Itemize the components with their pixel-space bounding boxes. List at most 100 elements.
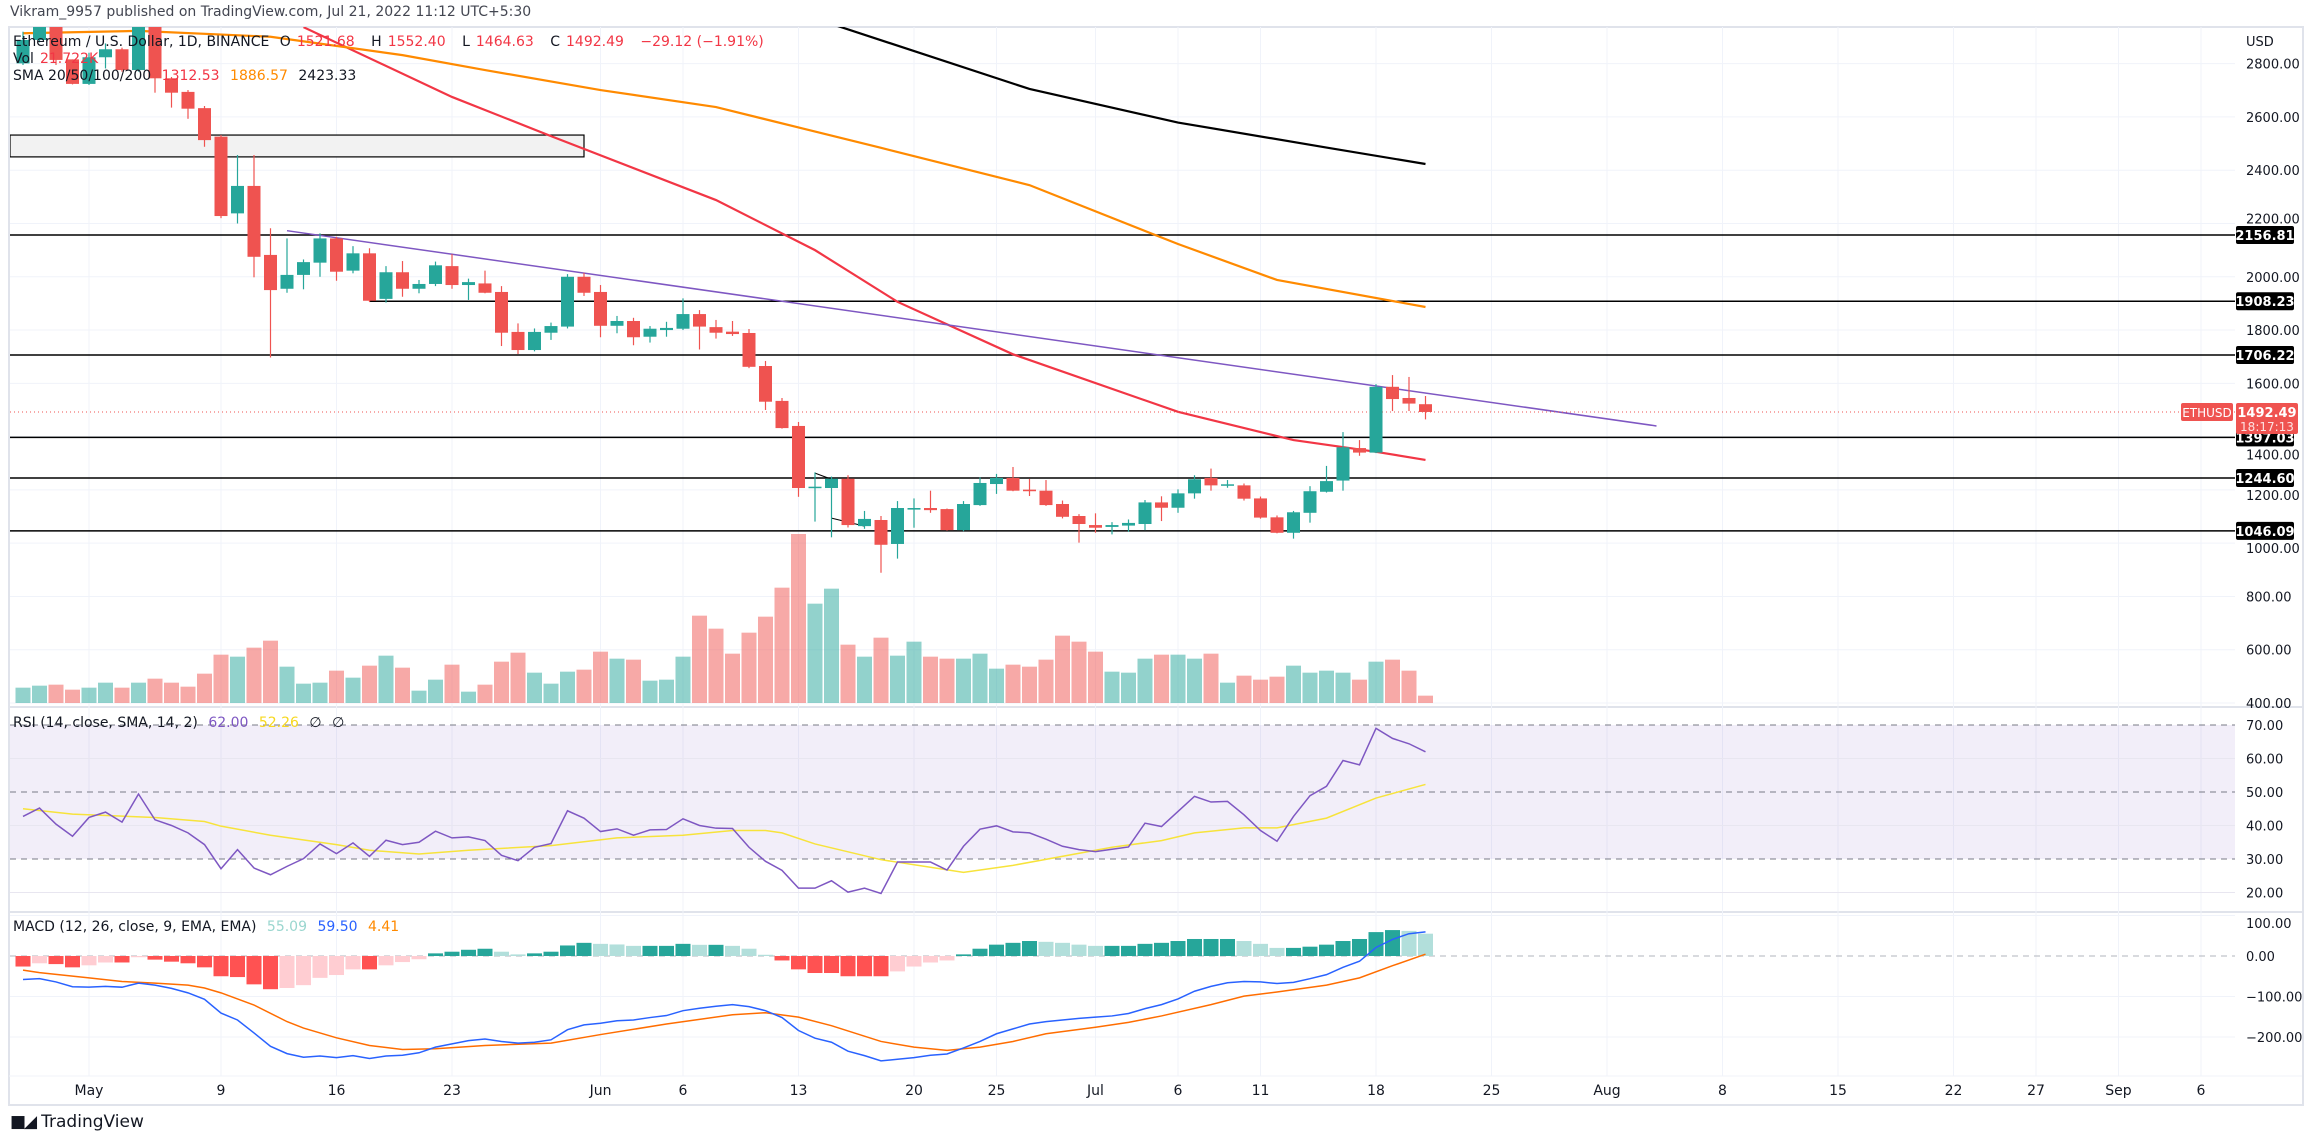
macd-histogram-bar: [98, 956, 113, 963]
volume-bar: [312, 682, 328, 703]
volume-bar: [857, 656, 872, 703]
volume-bar: [1137, 658, 1153, 703]
volume-bar: [626, 659, 641, 703]
candle-body: [891, 508, 904, 544]
macd-histogram-bar: [477, 948, 493, 956]
candle: [627, 317, 640, 346]
tradingview-footer[interactable]: ■◢ TradingView: [10, 1112, 144, 1132]
rsi-label[interactable]: RSI (14, close, SMA, 14, 2): [13, 715, 198, 731]
volume-bar: [428, 679, 443, 703]
candle-body: [627, 320, 640, 338]
macd-histogram-bar: [1335, 941, 1351, 956]
price-axis-label: 1400.00: [2246, 449, 2300, 464]
candle: [577, 272, 591, 296]
candle-body: [346, 253, 360, 271]
candle-body: [313, 238, 327, 263]
price-axis-label: 2600.00: [2246, 111, 2300, 126]
volume-bar: [1220, 682, 1235, 703]
supply-zone[interactable]: [10, 134, 585, 158]
time-axis-label: 13: [790, 1083, 808, 1099]
close-key: C: [550, 34, 561, 50]
candle-body: [1006, 477, 1020, 491]
volume-bar: [197, 673, 212, 703]
candle: [990, 473, 1003, 494]
candle: [660, 321, 673, 337]
descending-trendline[interactable]: [286, 229, 1657, 427]
volume-bar: [1071, 641, 1087, 703]
macd-histogram-bar: [230, 956, 245, 978]
macd-label[interactable]: MACD (12, 26, close, 9, EMA, EMA): [13, 919, 257, 935]
candle-body: [231, 185, 244, 214]
volume-bar: [296, 683, 311, 703]
candle-body: [742, 332, 756, 367]
candle: [1089, 513, 1102, 533]
macd-histogram-bar: [906, 956, 922, 967]
macd-histogram-bar: [428, 953, 443, 956]
candle: [1386, 375, 1399, 412]
candle-body: [1419, 404, 1432, 412]
candle-body: [1221, 484, 1234, 486]
volume-bar: [362, 665, 377, 703]
time-axis-label: 25: [1483, 1083, 1501, 1099]
volume-bar: [1368, 661, 1384, 703]
candle: [792, 421, 805, 497]
volume-bar: [48, 684, 64, 703]
price-axis-label: 1000.00: [2246, 542, 2300, 557]
sma-label[interactable]: SMA 20/50/100/200: [13, 68, 152, 84]
time-axis-label: 23: [443, 1083, 461, 1099]
high-key: H: [371, 34, 382, 50]
macd-histogram-bar: [296, 956, 311, 986]
candle: [49, 27, 63, 65]
macd-histogram-bar: [890, 956, 905, 972]
sma-line: [303, 27, 1426, 462]
candle: [1056, 500, 1069, 519]
candle: [957, 501, 970, 532]
volume-bar: [1104, 671, 1120, 703]
macd-histogram-bar: [1088, 945, 1103, 956]
candle: [214, 135, 228, 219]
candle-body: [594, 291, 607, 326]
volume-label[interactable]: Vol: [13, 51, 34, 67]
macd-histogram-bar: [494, 951, 509, 956]
candle: [412, 279, 426, 294]
candle-body: [165, 78, 178, 93]
macd-histogram-bar: [527, 953, 542, 956]
volume-bar: [560, 671, 575, 703]
volume-bar: [444, 664, 460, 703]
price-axis-label: 1600.00: [2246, 377, 2300, 392]
candle: [544, 322, 558, 340]
candle: [561, 274, 574, 329]
time-axis-label: 6: [2197, 1083, 2206, 1099]
open-key: O: [279, 34, 291, 50]
macd-histogram-bar: [1187, 938, 1202, 956]
level-price-label: 1706.22: [2235, 349, 2294, 364]
sma-line: [837, 27, 1426, 166]
time-axis-label: 25: [988, 1083, 1006, 1099]
symbol-title[interactable]: Ethereum / U.S. Dollar, 1D, BINANCE: [13, 34, 270, 50]
macd-histogram-bar: [725, 945, 740, 956]
sma-line: [22, 29, 1426, 309]
volume-bar: [956, 658, 971, 703]
candle: [726, 320, 739, 336]
candle: [445, 254, 459, 289]
macd-histogram-bar: [461, 949, 476, 956]
candle: [1006, 466, 1020, 492]
macd-histogram-bar: [1401, 930, 1417, 956]
macd-histogram-bar: [873, 956, 889, 977]
level-price-tag: [2236, 292, 2294, 311]
volume-bar: [708, 628, 724, 703]
candle-body: [1287, 512, 1300, 533]
candle: [841, 475, 855, 528]
volume-bar: [1005, 664, 1021, 703]
candle-body: [726, 331, 739, 335]
candle-body: [1138, 502, 1152, 524]
volume-bar: [989, 668, 1004, 703]
candle: [610, 315, 624, 334]
candle: [643, 326, 657, 343]
candle-body: [709, 327, 723, 333]
candle-body: [858, 518, 871, 527]
minor-trendline[interactable]: [814, 472, 832, 480]
price-axis-label: 1800.00: [2246, 324, 2300, 339]
candle: [973, 477, 987, 506]
